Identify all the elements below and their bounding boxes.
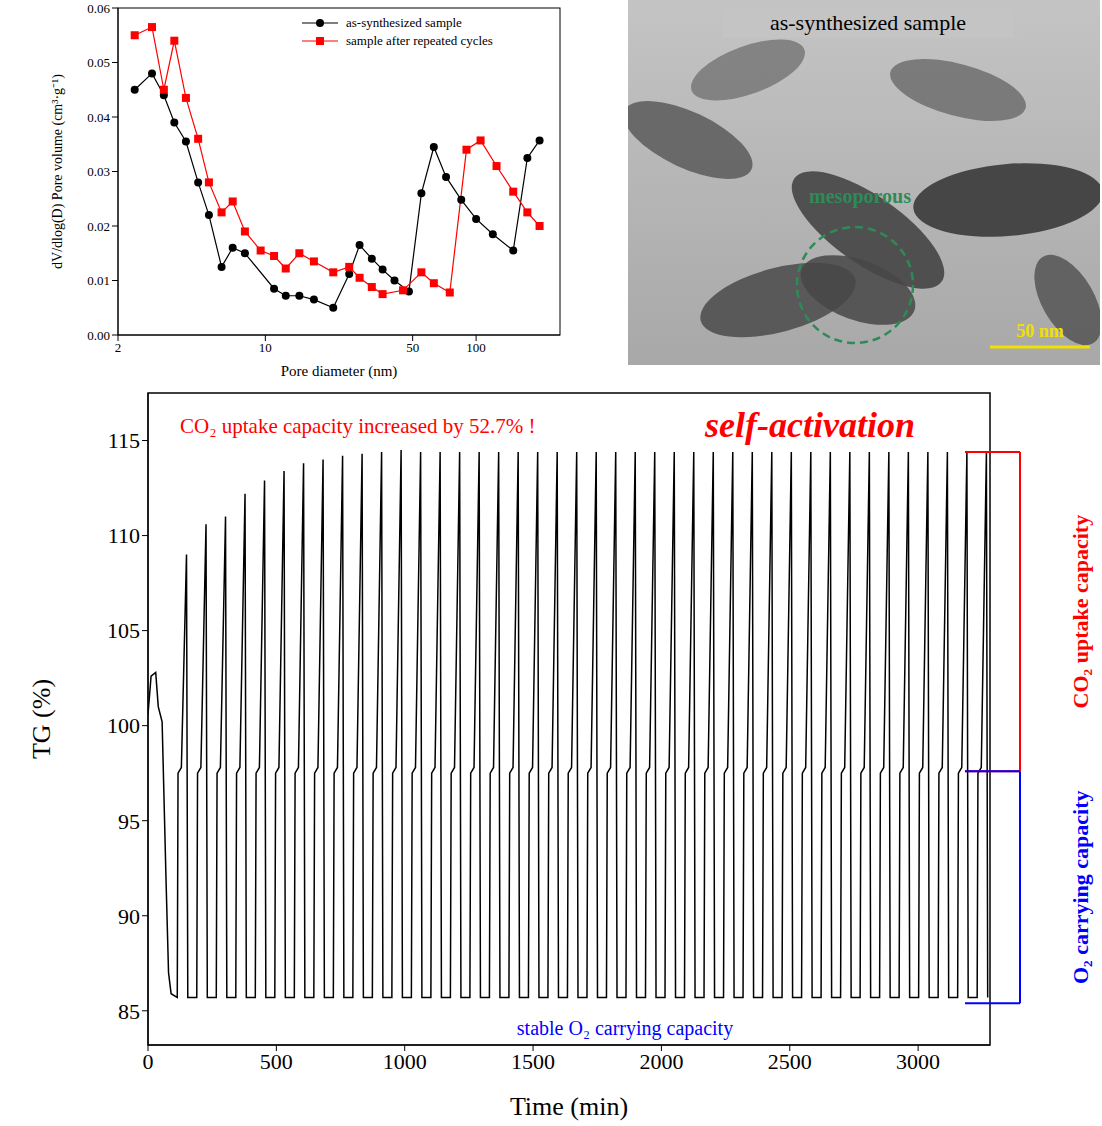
svg-text:110: 110 (108, 523, 140, 548)
svg-text:2: 2 (115, 340, 122, 355)
svg-text:Pore diameter (nm): Pore diameter (nm) (281, 363, 398, 380)
svg-text:0.01: 0.01 (87, 273, 110, 288)
svg-text:0.05: 0.05 (87, 55, 110, 70)
svg-text:50: 50 (406, 340, 419, 355)
svg-text:as-synthesized sample: as-synthesized sample (770, 10, 966, 35)
svg-text:0.04: 0.04 (87, 110, 110, 125)
svg-text:O₂ carrying capacity: O₂ carrying capacity (1068, 790, 1093, 984)
svg-text:2000: 2000 (639, 1049, 683, 1074)
svg-text:0.00: 0.00 (87, 328, 110, 343)
svg-text:100: 100 (466, 340, 486, 355)
svg-text:self-activation: self-activation (704, 405, 915, 445)
svg-text:105: 105 (107, 618, 140, 643)
svg-text:stable O₂ carrying capacity: stable O₂ carrying capacity (517, 1017, 733, 1040)
svg-text:500: 500 (260, 1049, 293, 1074)
svg-text:CO₂ uptake capacity: CO₂ uptake capacity (1068, 515, 1093, 709)
html-text:sample after repeated cycles: sample after repeated cycles (346, 33, 493, 48)
svg-text:100: 100 (107, 713, 140, 738)
svg-text:0.06: 0.06 (87, 1, 110, 16)
svg-text:Time (min): Time (min) (510, 1092, 628, 1121)
svg-text:1500: 1500 (511, 1049, 555, 1074)
svg-text:TG (%): TG (%) (27, 679, 56, 759)
svg-text:dV/dlog(D) Pore volume (cm³·g⁻: dV/dlog(D) Pore volume (cm³·g⁻¹) (50, 74, 66, 269)
svg-text:0.02: 0.02 (87, 219, 110, 234)
svg-text:3000: 3000 (896, 1049, 940, 1074)
svg-text:95: 95 (118, 809, 140, 834)
svg-text:50 nm: 50 nm (1016, 321, 1064, 341)
svg-text:115: 115 (108, 428, 140, 453)
html-text:as-synthesized sample: as-synthesized sample (346, 15, 462, 30)
svg-text:mesoporous: mesoporous (809, 185, 911, 208)
svg-text:10: 10 (259, 340, 272, 355)
svg-text:85: 85 (118, 999, 140, 1024)
svg-text:90: 90 (118, 904, 140, 929)
svg-text:CO₂ uptake capacity increased: CO₂ uptake capacity increased by 52.7% ! (180, 414, 535, 438)
svg-text:0.03: 0.03 (87, 164, 110, 179)
svg-text:2500: 2500 (768, 1049, 812, 1074)
svg-text:1000: 1000 (383, 1049, 427, 1074)
svg-text:0: 0 (143, 1049, 154, 1074)
